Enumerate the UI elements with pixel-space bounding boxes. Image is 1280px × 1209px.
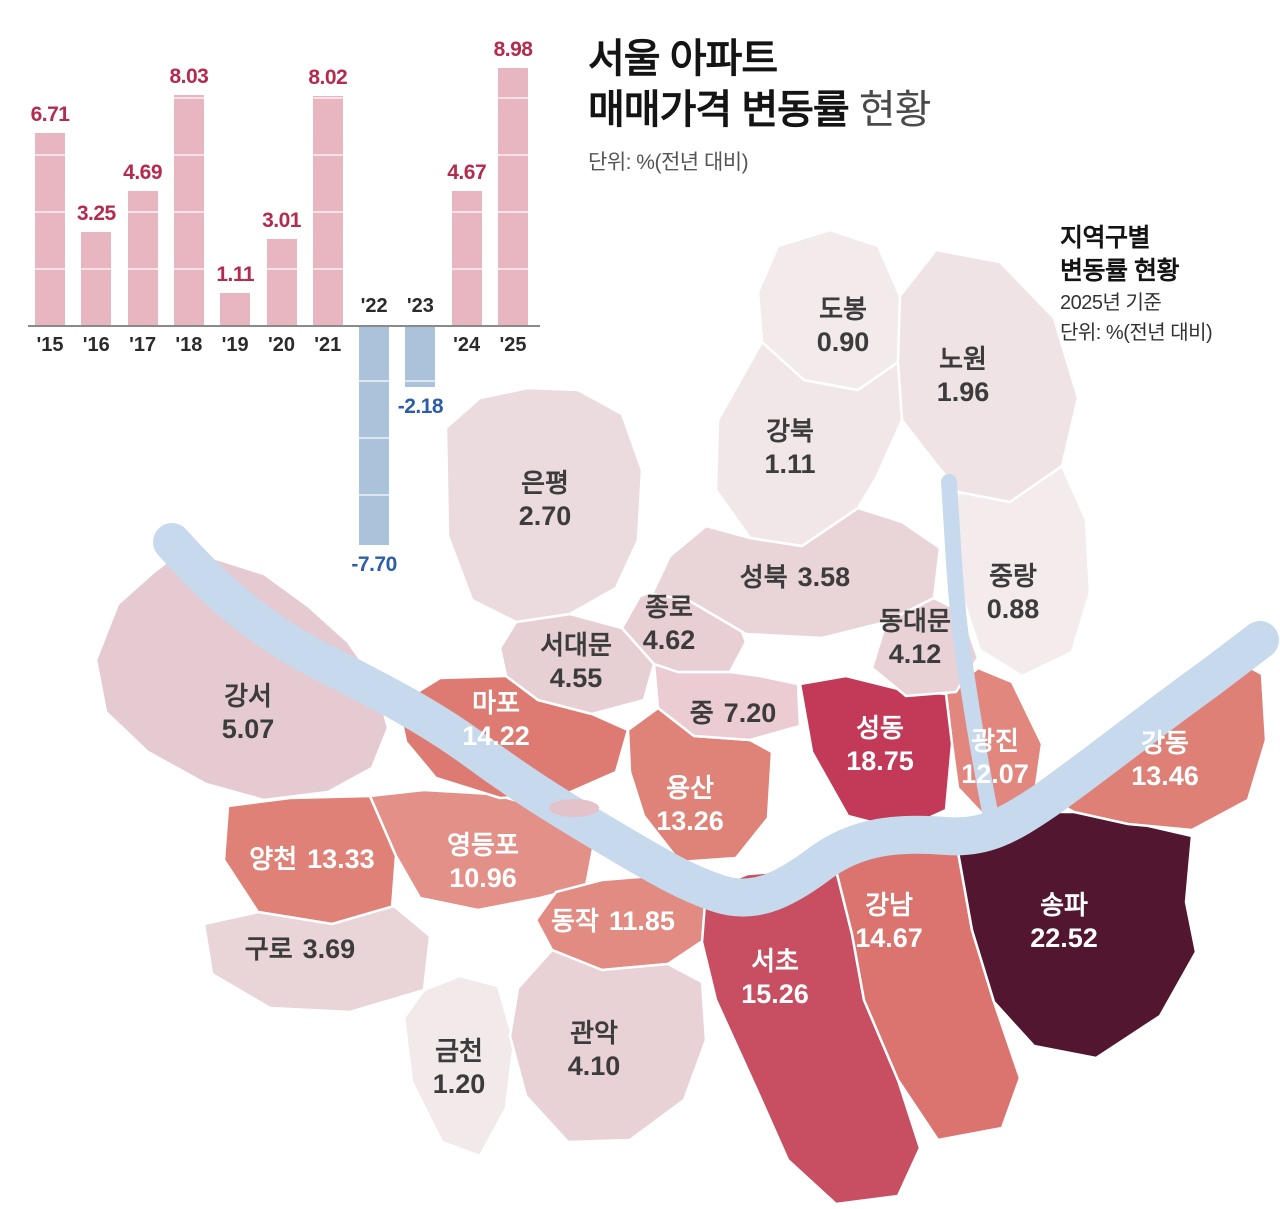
chart-axis: [28, 325, 540, 327]
bar-year-y19: '19: [221, 334, 249, 356]
district-label-dobong: 도봉 0.90: [817, 294, 870, 357]
district-label-jung: 중 7.20: [690, 698, 776, 728]
yeouido-island: [549, 799, 599, 817]
map-legend-unit: 단위: %(전년 대비): [1060, 322, 1213, 344]
district-label-gangnam: 강남 14.67: [855, 890, 923, 953]
title-line1: 서울 아파트: [588, 37, 778, 81]
bar-y18: [173, 95, 204, 325]
district-guro: [202, 904, 432, 1014]
bar-value-y15: 6.71: [30, 103, 70, 127]
bar-value-y20: 3.01: [262, 208, 301, 232]
district-label-gwanak: 관악 4.10: [568, 1018, 621, 1081]
bar-year-y15: '15: [36, 334, 64, 356]
district-label-dongdaemun: 동대문 4.12: [879, 606, 951, 669]
district-label-yongsan: 용산 13.26: [656, 773, 724, 836]
title-line2-bold: 매매가격 변동률: [588, 88, 850, 133]
infographic-title: 서울 아파트 매매가격 변동률 현황 단위: %(전년 대비): [588, 34, 932, 176]
district-label-seongdong: 성동 18.75: [846, 713, 914, 776]
bar-year-y17: '17: [129, 334, 157, 356]
district-label-dongjak: 동작 11.85: [551, 906, 675, 936]
bar-year-y24: '24: [453, 334, 481, 356]
bar-value-y23: -2.18: [397, 395, 444, 419]
district-label-gangdong: 강동 13.46: [1131, 728, 1199, 791]
bar-y19: [220, 293, 251, 325]
district-label-yangcheon: 양천 13.33: [249, 844, 374, 874]
district-label-gangseo: 강서 5.07: [222, 681, 275, 744]
bar-year-y16: '16: [82, 334, 110, 356]
district-label-geumcheon: 금천 1.20: [433, 1036, 486, 1099]
bar-year-y23: '23: [406, 295, 434, 317]
bar-year-y20: '20: [267, 334, 295, 356]
bar-value-y17: 4.69: [123, 160, 163, 184]
map-legend-line1: 지역구별: [1060, 224, 1151, 252]
district-dobong: [756, 228, 902, 392]
district-label-seodaemun: 서대문 4.55: [540, 630, 612, 693]
bar-value-y22: -7.70: [351, 553, 397, 577]
district-seongbuk: [650, 506, 942, 640]
bar-year-y25: '25: [499, 334, 527, 356]
bar-year-y22: '22: [360, 295, 388, 317]
district-label-yeongdeungpo: 영등포 10.96: [447, 830, 519, 893]
bar-y17: [127, 190, 158, 325]
bar-value-y19: 1.11: [216, 263, 255, 287]
bar-y20: [266, 238, 297, 325]
district-seongdong: [798, 674, 954, 832]
title-unit: 단위: %(전년 대비): [588, 151, 749, 175]
bar-year-y18: '18: [175, 334, 203, 356]
district-label-nowon: 노원 1.96: [937, 344, 990, 407]
bar-year-y21: '21: [314, 334, 342, 356]
bar-y16: [81, 232, 112, 325]
district-gwanak: [508, 948, 708, 1144]
map-legend: 지역구별 변동률 현황 2025년 기준 단위: %(전년 대비): [1060, 222, 1213, 348]
district-label-gangbuk: 강북 1.11: [764, 416, 815, 479]
map-legend-line2: 변동률 현황: [1060, 257, 1179, 285]
district-label-eunpyeong: 은평 2.70: [519, 468, 572, 531]
district-label-jongno: 종로 4.62: [643, 592, 696, 655]
district-label-mapo: 마포 14.22: [462, 688, 530, 751]
district-label-songpa: 송파 22.52: [1030, 890, 1098, 953]
bar-y23: [405, 325, 436, 388]
title-line2-normal: 현황: [858, 88, 932, 133]
bar-value-y25: 8.98: [493, 38, 533, 62]
map-legend-basis: 2025년 기준: [1060, 292, 1162, 314]
han-river: [153, 523, 1279, 917]
bar-value-y21: 8.02: [308, 65, 348, 89]
district-label-gwangjin: 광진 12.07: [961, 726, 1029, 789]
district-mapo: [396, 674, 630, 800]
district-eunpyeong: [444, 386, 644, 624]
district-nowon: [896, 248, 1080, 504]
district-label-seongbuk: 성북 3.58: [740, 562, 850, 592]
bar-y24: [451, 191, 482, 325]
title-line2: 매매가격 변동률 현황: [588, 85, 932, 136]
district-label-seocho: 서초 15.26: [741, 946, 809, 1009]
bar-value-y18: 8.03: [169, 65, 209, 89]
district-label-jungnang: 중랑 0.88: [987, 561, 1040, 624]
bar-y15: [35, 133, 65, 325]
bar-y22: [359, 325, 390, 546]
district-geumcheon: [402, 974, 516, 1158]
bar-y21: [312, 95, 343, 325]
bar-chart: 6.71 '15 3.25 '16 4.69 '17 8.03 '18 1.11 '19 3.01 '…: [28, 38, 548, 600]
bar-y25: [498, 68, 528, 325]
bar-value-y16: 3.25: [76, 202, 116, 226]
bar-value-y24: 4.67: [447, 161, 487, 185]
district-label-guro: 구로 3.69: [245, 934, 355, 964]
jungnang-stream: [941, 474, 998, 820]
